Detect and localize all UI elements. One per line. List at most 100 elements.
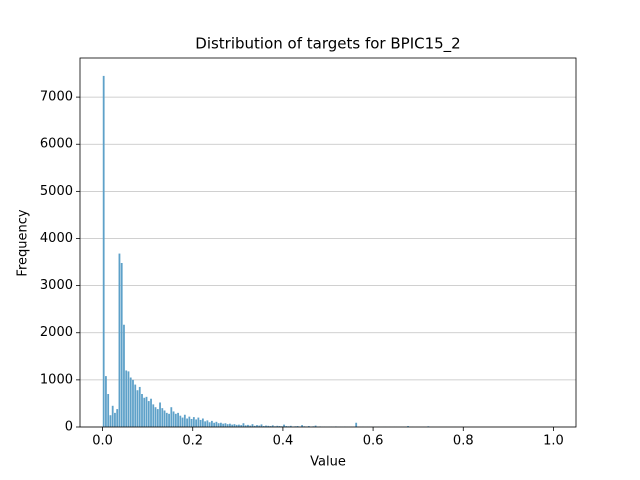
x-tick-label: 0.6 [363, 434, 384, 449]
bar [111, 405, 114, 427]
bar [199, 419, 202, 427]
bar [276, 425, 279, 427]
bar [247, 424, 249, 427]
bar [206, 420, 209, 427]
bar [283, 424, 285, 427]
x-tick-label: 0.2 [182, 434, 203, 449]
bar [114, 412, 116, 427]
bar [285, 426, 288, 427]
bar [172, 411, 175, 427]
bar [188, 416, 191, 427]
y-tick-label: 4000 [40, 231, 73, 246]
y-tick-label: 2000 [40, 325, 73, 340]
bar [204, 421, 207, 427]
chart-title: Distribution of targets for BPIC15_2 [195, 35, 460, 54]
bar [224, 423, 227, 427]
y-tick-label: 3000 [40, 278, 73, 293]
y-tick-label: 1000 [40, 372, 73, 387]
bar [240, 425, 243, 427]
x-tick-label: 1.0 [543, 434, 564, 449]
bar [138, 386, 141, 427]
bar [278, 426, 281, 427]
bar [165, 412, 168, 427]
bar [152, 404, 155, 427]
x-tick-label: 0.8 [453, 434, 474, 449]
bar [231, 424, 234, 427]
bar [132, 379, 134, 427]
bar [197, 417, 200, 427]
bar [226, 424, 229, 427]
bar [271, 425, 274, 427]
bar [407, 426, 409, 427]
bar [145, 396, 148, 427]
bar [147, 401, 150, 427]
y-tick-label: 7000 [40, 90, 73, 105]
bar [265, 425, 267, 427]
bar [289, 425, 292, 427]
bar [314, 425, 317, 427]
bar [355, 422, 358, 427]
bar [174, 413, 177, 427]
axes-frame [79, 57, 577, 428]
bar [251, 424, 254, 427]
y-tick-label: 0 [65, 420, 73, 435]
y-axis-label: Frequency [16, 209, 31, 276]
y-tick-label: 5000 [40, 184, 73, 199]
bar [107, 394, 110, 427]
bar [190, 418, 193, 427]
bar [233, 424, 236, 427]
bar [183, 414, 186, 427]
bar [262, 426, 265, 427]
bar [102, 75, 105, 427]
bar [195, 419, 198, 427]
bar [161, 408, 164, 427]
bar [242, 423, 245, 427]
bar [296, 426, 299, 427]
bar [260, 424, 263, 427]
bar [222, 423, 225, 427]
bar [267, 425, 270, 427]
bar [170, 407, 173, 427]
bar [235, 424, 238, 427]
bar [301, 425, 303, 427]
bar [123, 324, 125, 427]
bar [215, 421, 218, 427]
bar [253, 425, 256, 427]
bar [141, 394, 143, 427]
bar [109, 415, 112, 427]
bar [220, 422, 222, 427]
bar [136, 390, 139, 427]
bar [154, 407, 157, 427]
bar [129, 377, 132, 427]
x-tick-label: 0.0 [92, 434, 113, 449]
y-tick-label: 6000 [40, 137, 73, 152]
bar [143, 397, 146, 427]
bar [256, 425, 258, 427]
bar [168, 413, 170, 427]
bar [118, 253, 121, 427]
bar [134, 384, 137, 427]
bar [210, 420, 213, 427]
bar [238, 424, 240, 427]
x-axis-label: Value [310, 455, 346, 470]
bar [105, 376, 107, 427]
bar [150, 398, 152, 427]
bar [244, 425, 247, 427]
bar [208, 422, 211, 427]
bar [125, 370, 128, 427]
bar [217, 423, 220, 427]
x-tick-label: 0.4 [273, 434, 294, 449]
bar [307, 426, 310, 427]
bar [229, 423, 231, 427]
bar [181, 417, 184, 427]
bar [159, 402, 161, 427]
bar [213, 422, 216, 427]
bar [179, 415, 182, 427]
bar [127, 371, 130, 427]
bar [258, 425, 261, 427]
bar [163, 410, 166, 427]
bar [116, 409, 119, 427]
bar [269, 426, 272, 427]
bar [186, 418, 188, 427]
